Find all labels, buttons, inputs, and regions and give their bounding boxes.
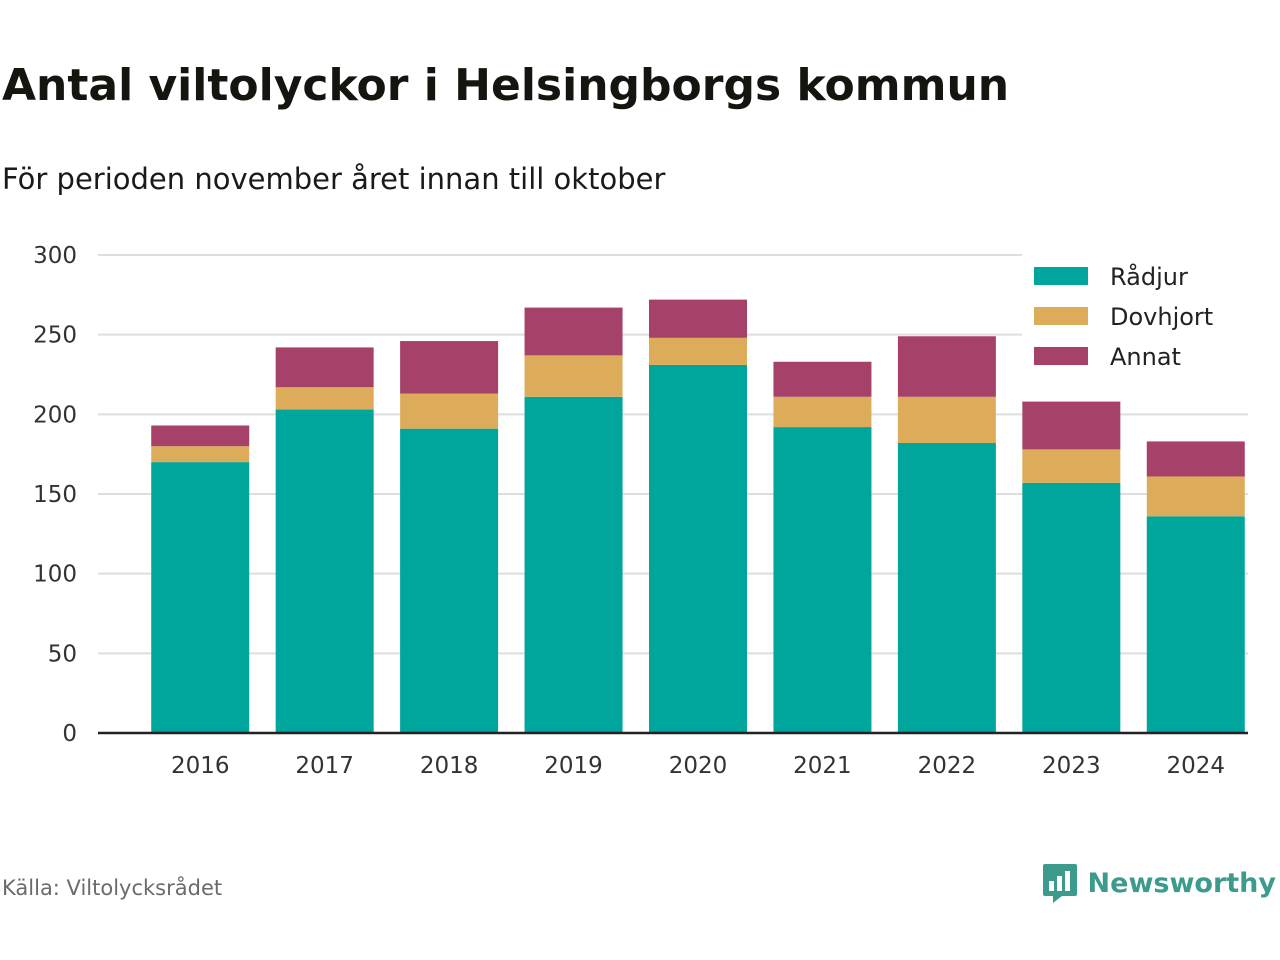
bar-annat-2019 xyxy=(524,307,623,356)
bar-annat-2017 xyxy=(275,347,374,388)
bar-rådjur-2021 xyxy=(773,427,872,733)
bar-annat-2024 xyxy=(1146,441,1245,477)
chart-subtitle: För perioden november året innan till ok… xyxy=(2,162,666,196)
bar-dovhjort-2017 xyxy=(275,387,374,410)
y-tick-label: 100 xyxy=(33,562,77,588)
bar-annat-2020 xyxy=(649,299,747,338)
chart-title: Antal viltolyckor i Helsingborgs kommun xyxy=(2,60,1010,111)
y-tick-label: 150 xyxy=(33,482,77,508)
legend: Rådjur Dovhjort Annat xyxy=(1022,252,1248,380)
brand-name: Newsworthy xyxy=(1087,867,1276,899)
y-tick-label: 300 xyxy=(33,243,77,269)
bar-rådjur-2022 xyxy=(897,443,996,733)
bar-dovhjort-2024 xyxy=(1146,476,1245,517)
bar-dovhjort-2018 xyxy=(400,393,499,429)
x-tick-label: 2024 xyxy=(1167,753,1226,779)
x-tick-label: 2021 xyxy=(793,753,852,779)
y-tick-label: 250 xyxy=(33,323,77,349)
legend-swatch-rådjur xyxy=(1034,267,1088,285)
legend-swatch-dovhjort xyxy=(1034,307,1088,325)
bar-annat-2016 xyxy=(151,425,250,447)
legend-label: Rådjur xyxy=(1110,262,1188,291)
axes: 0 50 100 150 200 250 300 2016 2017 2018 2019 2020 20… xyxy=(33,243,1248,779)
x-tick-label: 2016 xyxy=(171,753,230,779)
newsworthy-logo-icon xyxy=(1042,864,1077,903)
bar-rådjur-2024 xyxy=(1146,516,1245,733)
source-note: Källa: Viltolycksrådet xyxy=(2,876,223,900)
bar-dovhjort-2019 xyxy=(524,355,623,397)
bar-rådjur-2020 xyxy=(649,364,747,733)
legend-label: Annat xyxy=(1110,343,1181,371)
y-tick-label: 200 xyxy=(33,402,77,428)
brand: Newsworthy xyxy=(1042,862,1276,904)
stacked-bar-chart: 0 50 100 150 200 250 300 2016 2017 2018 2019 2020 20… xyxy=(33,243,1248,779)
x-tick-label: 2023 xyxy=(1042,753,1101,779)
y-tick-label: 50 xyxy=(48,641,77,667)
bar-rådjur-2023 xyxy=(1022,482,1121,733)
bar-rådjur-2017 xyxy=(275,409,374,733)
x-tick-label: 2018 xyxy=(420,753,479,779)
bar-dovhjort-2016 xyxy=(151,446,250,463)
bar-dovhjort-2021 xyxy=(773,396,872,428)
x-tick-label: 2020 xyxy=(669,753,728,779)
bar-annat-2023 xyxy=(1022,401,1121,450)
bar-dovhjort-2022 xyxy=(897,396,996,444)
bar-dovhjort-2020 xyxy=(649,337,747,365)
bar-annat-2022 xyxy=(897,336,996,397)
legend-label: Dovhjort xyxy=(1110,303,1213,331)
bar-rådjur-2016 xyxy=(151,462,250,733)
bar-annat-2021 xyxy=(773,361,872,397)
bars xyxy=(151,299,1245,733)
x-tick-label: 2017 xyxy=(295,753,354,779)
x-tick-label: 2019 xyxy=(544,753,603,779)
legend-swatch-annat xyxy=(1034,347,1088,365)
bar-dovhjort-2023 xyxy=(1022,449,1121,483)
bar-annat-2018 xyxy=(400,341,499,394)
bar-rådjur-2019 xyxy=(524,396,623,733)
bar-rådjur-2018 xyxy=(400,428,499,733)
y-tick-label: 0 xyxy=(62,721,77,747)
x-tick-label: 2022 xyxy=(918,753,977,779)
